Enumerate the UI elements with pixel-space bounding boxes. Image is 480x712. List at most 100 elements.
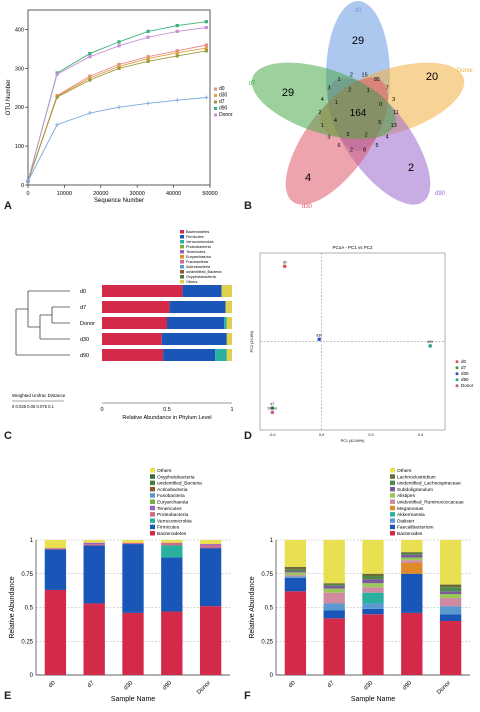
bar-segment-unidentified_Ruminococcaceae <box>439 598 462 607</box>
bar-segment-unidentified_Lachnospiraceae <box>362 576 384 580</box>
legend-label: Subdoligranulum <box>397 487 433 493</box>
legend-marker <box>150 468 155 473</box>
legend-marker <box>214 94 217 97</box>
plot-frame <box>27 9 211 186</box>
legend-label: d7 <box>219 99 225 105</box>
x-tick-label: 40000 <box>166 191 181 197</box>
legend-marker <box>390 474 395 479</box>
bar-segment-Proteobacteria <box>199 545 222 549</box>
row-label-d7: d7 <box>80 305 86 311</box>
bar-segment-Subdoligranulum <box>284 571 307 573</box>
y-tick-label: 0.25 <box>21 639 33 645</box>
data-point <box>204 43 208 47</box>
bar-segment-Lachnoclostridium <box>439 584 462 588</box>
y-tick-label: 0 <box>30 673 34 679</box>
legend-label: Fusobacteria <box>157 493 185 499</box>
overlap-count: 2 <box>348 87 351 93</box>
bar-segment-Alistipes <box>439 594 462 599</box>
bar-segment-unidentified_Ruminococcaceae <box>401 560 423 563</box>
legend-label: Bacteroidetes <box>186 230 209 234</box>
unique-count-d7: 29 <box>282 87 294 99</box>
legend-marker <box>150 512 155 517</box>
bar-segment-Lachnoclostridium <box>401 552 423 554</box>
bar-segment-Subdoligranulum <box>323 585 345 589</box>
bar-segment-Bacteroides <box>323 618 345 675</box>
bar-segment-Proteobacteria <box>122 542 144 545</box>
legend-label: Oxyphotobacteria <box>157 474 195 480</box>
series-line-unlabelled <box>27 97 207 182</box>
legend-marker <box>390 518 395 523</box>
bar-segment-Subdoligranulum <box>362 579 384 584</box>
bar-segment-Lachnoclostridium <box>362 573 384 577</box>
x-axis-label: Sample Name <box>111 696 155 703</box>
data-point <box>88 55 92 59</box>
bar-segment-Others <box>323 540 345 584</box>
legend-label: Others <box>397 468 412 474</box>
data-point <box>175 98 180 103</box>
panel-label-d: D <box>244 430 252 442</box>
legend-marker <box>214 87 217 91</box>
bar-segment-unidentified_Lachnospiraceae <box>284 569 307 572</box>
data-point <box>175 51 179 55</box>
panel-b: d0 Donor d90 d30 d7 29 20 2 4 29 164 15 85 7 3 11 13 4 5 8 2… <box>240 0 480 222</box>
legend-label: Firmicutes <box>186 235 204 239</box>
bar-segment-Subdoligranulum <box>439 591 462 594</box>
bar-segment-Faecalibacterium <box>439 614 462 621</box>
y-tick-label: 0.25 <box>261 639 273 645</box>
overlap-count: 4 <box>321 97 324 103</box>
data-point <box>88 74 92 78</box>
bar-segment-Others <box>226 349 232 361</box>
point-label-d90: d90 <box>427 340 433 344</box>
legend-label: Verrucomicrobia <box>186 240 214 244</box>
legend-label: unidentified_Ruminococcaceae <box>397 500 464 506</box>
overlap-count: 2 <box>365 133 368 139</box>
legend-marker <box>180 280 184 284</box>
legend-label: Proteobacteria <box>186 245 212 249</box>
y-tick-label: 0 <box>270 673 274 679</box>
x-tick-label-d0: d0 <box>288 680 297 689</box>
legend-label: Faecalibacterium <box>397 525 434 531</box>
y-tick-label: 100 <box>15 144 24 150</box>
bar-segment-Bacteroides <box>362 614 384 675</box>
overlap-count: 3 <box>346 132 349 138</box>
data-point <box>204 46 208 50</box>
legend-marker <box>214 100 217 104</box>
bar-segment-Dialister <box>323 603 345 611</box>
bar-segment-Faecalibacterium <box>284 577 307 592</box>
bar-segment-unidentified_Lachnospiraceae <box>323 584 345 586</box>
overlap-count: 7 <box>386 86 389 92</box>
legend-label: unidentified_Bacteria <box>186 270 222 274</box>
x-tick-label-d7: d7 <box>87 680 96 689</box>
x-tick-label-d0: d0 <box>48 680 57 689</box>
bar-segment-Firmicutes <box>44 549 67 590</box>
legend-marker <box>214 107 217 110</box>
x-tick-label: 0 <box>100 407 103 413</box>
data-point <box>55 122 60 127</box>
overlap-count: 3 <box>392 97 395 103</box>
legend-label: d0 <box>219 86 225 92</box>
genus-stacked-bar-chart: 0 0.25 0.5 0.75 1 Relative Abundance Sample Na… <box>249 468 470 703</box>
data-point <box>55 95 59 99</box>
bar-segment-Others <box>401 540 423 553</box>
row-label-d90: d90 <box>80 353 89 359</box>
y-axis-label: OTU Number <box>6 80 12 116</box>
overlap-count: 3 <box>327 86 330 92</box>
bar-segment-Bacteroidetes <box>161 611 183 675</box>
legend-marker <box>150 486 155 492</box>
bar-segment-Bacteroidetes <box>122 612 144 675</box>
bar-segment-Firmicutes <box>122 544 144 613</box>
legend-label: Actinobacteria <box>186 265 211 269</box>
x-axis-label: Sequence Number <box>94 198 144 204</box>
point-label-d7: d7 <box>270 402 274 406</box>
legend-label: d30 <box>219 93 228 99</box>
panel-label-e: E <box>4 690 12 702</box>
venn-ellipse-d7 <box>251 62 396 140</box>
x-tick-label: 0.5 <box>163 407 171 413</box>
overlap-count: 6 <box>337 143 340 149</box>
bar-segment-unidentified_Ruminococcaceae <box>284 575 307 577</box>
bar-segment-Firmicutes <box>182 285 222 297</box>
phylum-stacked-bar-chart: 0 0.25 0.5 0.75 1 Relative Abundance Sample Na… <box>9 468 230 703</box>
data-point <box>204 20 208 24</box>
point-label-d0: d0 <box>283 260 287 264</box>
legend-marker <box>150 518 155 523</box>
